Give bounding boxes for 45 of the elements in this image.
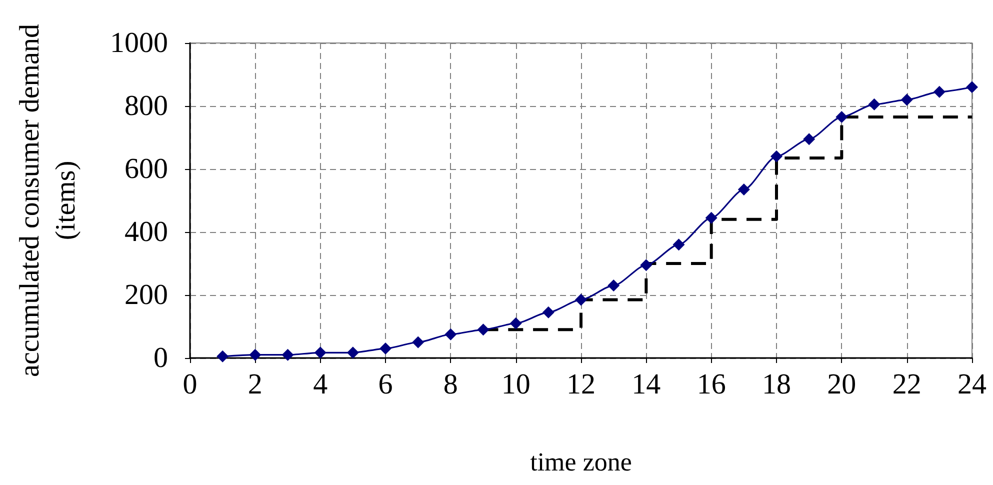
y-tick-label: 1000	[110, 27, 168, 59]
point	[900, 94, 913, 106]
point	[380, 342, 392, 355]
x-tick-label: 4	[313, 368, 328, 400]
point	[705, 212, 718, 224]
point	[933, 86, 946, 98]
x-tick-label: 18	[762, 368, 791, 400]
y-tick-label: 0	[154, 342, 168, 374]
point	[216, 350, 229, 362]
point	[640, 259, 652, 272]
x-tick-label: 24	[958, 368, 987, 400]
point	[477, 324, 490, 336]
x-tick-label: 8	[443, 368, 458, 400]
point	[608, 280, 620, 292]
x-tick-label: 22	[892, 368, 922, 400]
point	[770, 150, 782, 162]
point	[412, 336, 424, 348]
x-tick-label: 16	[696, 368, 726, 400]
point	[346, 346, 359, 359]
x-tick-label: 20	[827, 368, 856, 400]
point	[966, 81, 978, 94]
point	[868, 98, 880, 110]
point	[803, 133, 816, 146]
point	[510, 317, 522, 330]
point	[738, 183, 750, 196]
y-tick-label: 800	[124, 90, 168, 122]
point	[575, 294, 587, 306]
point	[444, 328, 457, 340]
x-tick-label: 6	[378, 368, 393, 400]
point	[249, 348, 262, 361]
point	[282, 348, 294, 361]
y-tick-label: 400	[124, 216, 168, 248]
y-axis-title: accumulated consumer demand (items)	[14, 24, 82, 377]
x-tick-label: 12	[566, 368, 596, 400]
x-tick-label: 10	[501, 368, 530, 400]
x-tick-label: 2	[248, 368, 262, 400]
x-tick-label: 14	[632, 368, 662, 400]
y-tick-label: 600	[124, 153, 168, 185]
point	[314, 346, 326, 359]
point	[836, 111, 848, 124]
point	[542, 306, 554, 318]
x-axis-title: time zone	[530, 448, 632, 476]
point	[672, 238, 685, 251]
x-tick-label: 0	[182, 368, 198, 400]
y-tick-label: 200	[124, 279, 168, 311]
